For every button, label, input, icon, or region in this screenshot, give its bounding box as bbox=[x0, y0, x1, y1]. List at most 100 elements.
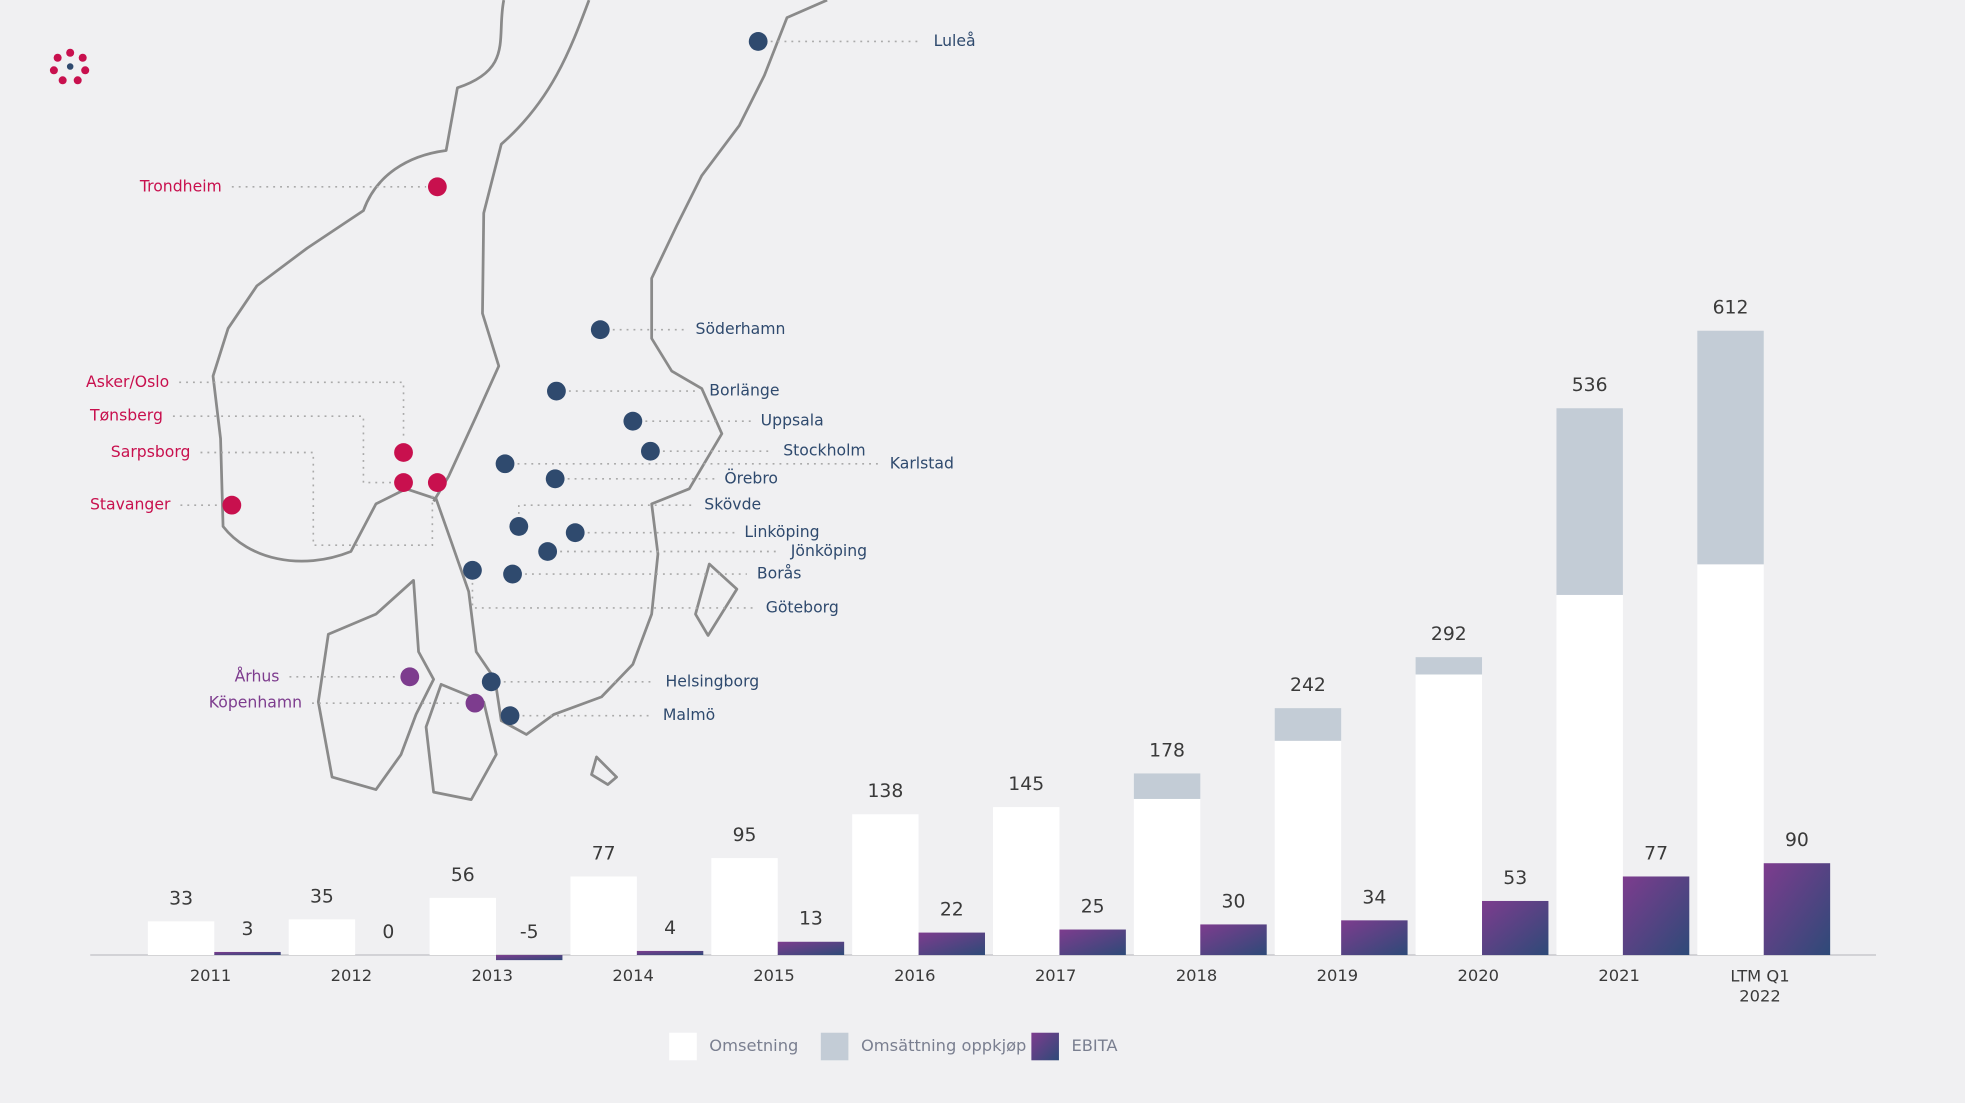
city-dot bbox=[481, 672, 501, 692]
city-dot bbox=[623, 411, 643, 431]
city-label: Asker/Oslo bbox=[86, 372, 169, 391]
value-label: 90 bbox=[1785, 830, 1809, 851]
x-tick-label: 2011 bbox=[190, 966, 231, 985]
logo bbox=[49, 48, 90, 85]
leader-line bbox=[179, 381, 405, 440]
city-dot bbox=[427, 473, 447, 492]
x-tick-label: 2014 bbox=[612, 966, 653, 985]
city-label: Malmö bbox=[663, 705, 715, 724]
city-label: Örebro bbox=[724, 468, 778, 487]
value-label: 53 bbox=[1503, 868, 1527, 889]
city-dot bbox=[394, 443, 413, 462]
total-label: 536 bbox=[1572, 375, 1608, 396]
x-tick-label: 2013 bbox=[472, 966, 513, 985]
bar bbox=[496, 955, 563, 961]
bar-segment bbox=[993, 807, 1060, 956]
city-dot bbox=[400, 667, 420, 687]
city-dot bbox=[590, 320, 610, 340]
city-label: Köpenhamn bbox=[209, 693, 302, 712]
total-label: 612 bbox=[1713, 298, 1749, 319]
total-label: 56 bbox=[451, 865, 475, 886]
x-tick-label: LTM Q1 2022 bbox=[1730, 966, 1789, 1005]
city-label: Uppsala bbox=[761, 411, 824, 430]
bar bbox=[918, 932, 986, 956]
legend-swatch bbox=[820, 1032, 849, 1061]
city-label: Trondheim bbox=[139, 176, 222, 195]
value-label: 30 bbox=[1222, 891, 1246, 912]
bar-segment bbox=[147, 921, 215, 956]
city-dot bbox=[538, 542, 558, 561]
value-label: 0 bbox=[382, 922, 394, 943]
x-tick-label: 2019 bbox=[1317, 966, 1358, 985]
city-dot bbox=[394, 473, 413, 492]
legend-swatch bbox=[669, 1032, 697, 1061]
value-label: 25 bbox=[1081, 896, 1105, 917]
bar bbox=[1622, 876, 1690, 956]
city-dot bbox=[495, 454, 515, 474]
city-label: Jönköping bbox=[790, 541, 867, 560]
bar bbox=[214, 951, 281, 956]
leader-line bbox=[518, 504, 695, 514]
city-label: Göteborg bbox=[766, 597, 839, 616]
city-label: Stockholm bbox=[783, 441, 865, 460]
city-dot bbox=[547, 381, 566, 401]
city-label: Karlstad bbox=[890, 453, 954, 472]
value-label: 77 bbox=[1644, 843, 1668, 864]
city-dot bbox=[222, 495, 242, 515]
city-dot bbox=[641, 441, 660, 461]
value-label: 34 bbox=[1362, 887, 1386, 908]
x-tick-label: 2020 bbox=[1458, 966, 1499, 985]
value-label: 22 bbox=[940, 900, 964, 921]
bar-segment bbox=[288, 919, 356, 956]
legend-swatch bbox=[1031, 1032, 1059, 1061]
value-label: -5 bbox=[520, 922, 539, 943]
city-label: Århus bbox=[235, 666, 280, 685]
bar bbox=[1200, 924, 1267, 956]
value-label: 3 bbox=[242, 919, 254, 940]
city-dot bbox=[465, 693, 485, 713]
city-dot bbox=[748, 32, 768, 51]
bar-segment bbox=[1133, 798, 1201, 956]
value-label: 13 bbox=[799, 909, 823, 930]
city-dot bbox=[509, 517, 529, 536]
bar bbox=[1341, 920, 1408, 956]
city-label: Helsingborg bbox=[665, 671, 759, 690]
bar bbox=[636, 950, 704, 956]
total-label: 145 bbox=[1008, 774, 1044, 795]
city-label: Sarpsborg bbox=[111, 442, 191, 461]
map-outline bbox=[211, 0, 828, 802]
bar-segment bbox=[1274, 740, 1342, 956]
legend-label: EBITA bbox=[1071, 1036, 1117, 1055]
city-label: Tønsberg bbox=[89, 406, 163, 425]
bar-segment bbox=[570, 876, 637, 956]
total-label: 95 bbox=[733, 825, 757, 846]
city-dot bbox=[503, 564, 522, 584]
bar-segment bbox=[1556, 408, 1623, 595]
city-dot bbox=[545, 469, 565, 489]
x-tick-label: 2017 bbox=[1035, 966, 1076, 985]
city-label: Skövde bbox=[704, 495, 761, 514]
leader-line bbox=[172, 415, 391, 484]
total-label: 35 bbox=[310, 886, 334, 907]
legend-label: Omsetning bbox=[709, 1036, 798, 1055]
bar-segment bbox=[852, 814, 919, 956]
total-label: 178 bbox=[1149, 740, 1185, 761]
bar bbox=[1763, 863, 1831, 956]
city-label: Stavanger bbox=[90, 495, 171, 514]
x-tick-label: 2018 bbox=[1176, 966, 1217, 985]
bar-segment bbox=[1133, 773, 1201, 799]
city-label: Söderhamn bbox=[696, 319, 786, 338]
total-label: 292 bbox=[1431, 624, 1467, 645]
value-label: 4 bbox=[664, 918, 676, 939]
city-dot bbox=[500, 706, 520, 726]
x-tick-label: 2015 bbox=[753, 966, 794, 985]
bar-segment bbox=[1274, 708, 1342, 741]
bar bbox=[777, 941, 845, 956]
bar bbox=[1059, 929, 1126, 956]
city-label: Borås bbox=[757, 564, 802, 583]
bar-segment bbox=[429, 897, 497, 956]
bar bbox=[1482, 900, 1549, 956]
bar-segment bbox=[1556, 594, 1623, 956]
